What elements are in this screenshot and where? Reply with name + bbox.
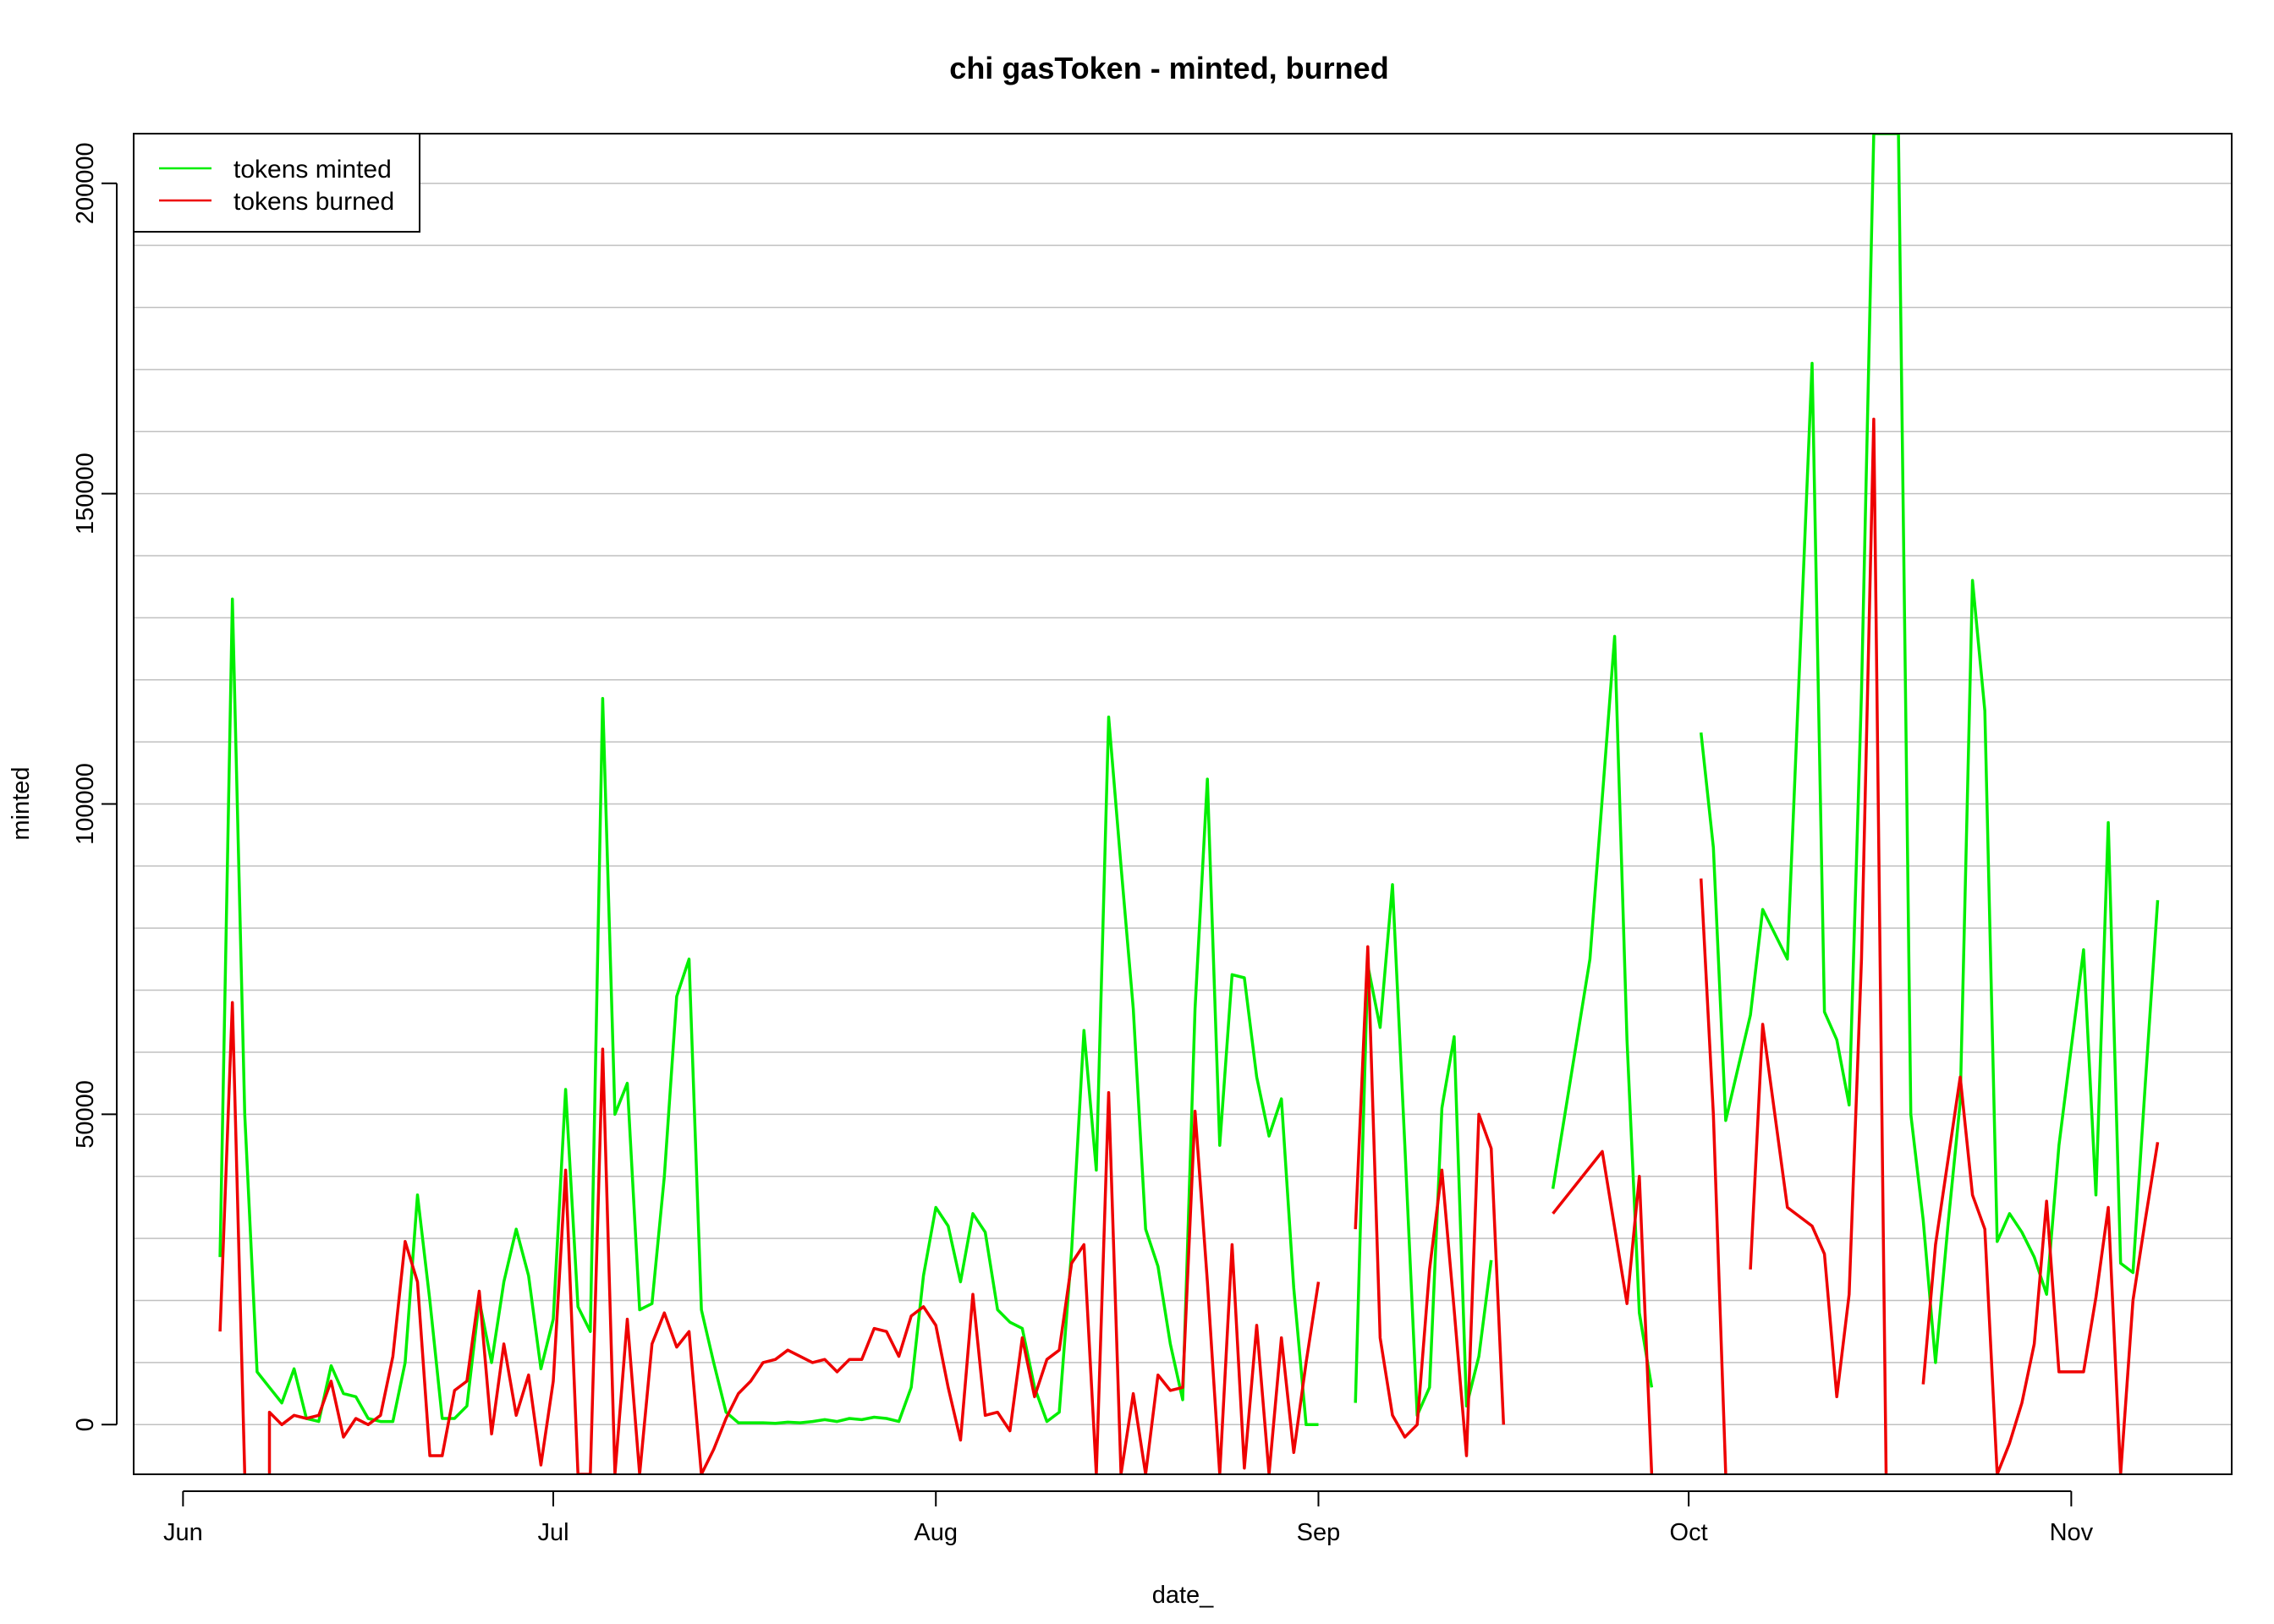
legend-burned-label: tokens burned	[233, 188, 394, 216]
x-axis-label: date_	[1152, 1582, 1214, 1609]
plot-frame	[133, 133, 2233, 1475]
y-axis: 0 50000 100000 150000 200000	[72, 142, 118, 1431]
x-tick-label: Nov	[2050, 1519, 2094, 1546]
series-line-segment	[1699, 878, 1727, 1474]
x-axis: Jun Jul Aug Sep Oct Nov	[163, 1490, 2094, 1546]
series-line-segment	[1551, 634, 1654, 1388]
y-tick-label: 200000	[72, 142, 99, 224]
series-line-segment	[218, 597, 1319, 1427]
series-line-segment	[1921, 1075, 2160, 1474]
grid-lines	[134, 182, 2232, 1426]
y-axis-label: minted	[8, 766, 35, 840]
series-line-segment	[1749, 417, 1888, 1474]
chart-title: chi gasToken - minted, burned	[949, 51, 1388, 85]
legend-minted-label: tokens minted	[233, 156, 392, 184]
series-line-segment	[267, 1047, 1321, 1474]
x-tick-label: Jul	[537, 1519, 568, 1546]
y-tick-label: 100000	[72, 763, 99, 845]
series-burned	[218, 417, 2160, 1474]
series-layer	[218, 134, 2160, 1474]
legend-box	[133, 133, 420, 233]
y-tick-label: 50000	[72, 1080, 99, 1149]
x-tick-label: Jun	[163, 1519, 203, 1546]
x-tick-label: Aug	[914, 1519, 958, 1546]
series-line-segment	[1354, 945, 1506, 1457]
series-line-segment	[1699, 134, 2160, 1364]
x-tick-label: Oct	[1670, 1519, 1708, 1546]
y-tick-label: 0	[72, 1418, 99, 1431]
series-line-segment	[218, 1001, 247, 1474]
series-line-segment	[1552, 1149, 1654, 1474]
legend: tokens minted tokens burned	[133, 133, 420, 233]
x-tick-label: Sep	[1297, 1519, 1341, 1546]
y-tick-label: 150000	[72, 453, 99, 535]
